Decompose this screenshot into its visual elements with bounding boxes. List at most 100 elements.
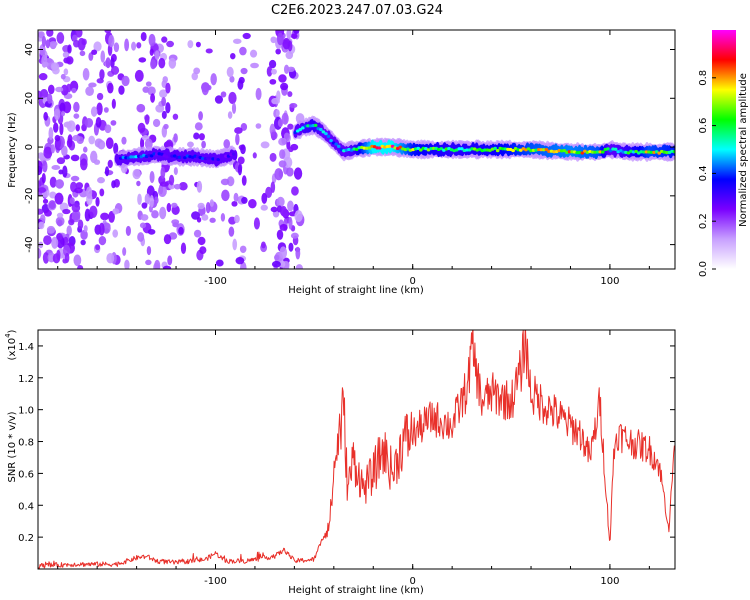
ridge-core xyxy=(149,154,154,158)
noise-blob xyxy=(201,214,209,221)
snr-series-line xyxy=(38,330,675,569)
spectrogram-x-label: Height of straight line (km) xyxy=(288,285,424,296)
noise-blob xyxy=(191,72,198,81)
noise-blob xyxy=(111,98,116,109)
noise-blob xyxy=(261,241,266,249)
ridge-core xyxy=(590,150,595,154)
noise-blob xyxy=(96,92,104,101)
noise-blob xyxy=(161,36,168,43)
noise-blob xyxy=(46,225,56,234)
noise-blob xyxy=(112,229,119,238)
noise-blob xyxy=(173,167,178,176)
noise-blob xyxy=(255,123,262,129)
noise-blob xyxy=(140,137,145,150)
noise-blob xyxy=(230,52,236,60)
noise-blob xyxy=(275,48,282,55)
noise-blob xyxy=(240,122,248,131)
noise-blob xyxy=(201,82,209,96)
colorbar: 0.0 0.2 0.4 0.6 0.8 Normalized spectral ampl… xyxy=(698,30,749,277)
snr-y-scale-exponent: 4 xyxy=(4,333,12,338)
ridge-core xyxy=(129,155,133,159)
noise-blob xyxy=(77,219,84,230)
ridge-core xyxy=(160,152,164,156)
noise-blob xyxy=(90,106,98,117)
noise-blob xyxy=(205,202,211,214)
noise-blob xyxy=(287,200,294,212)
noise-blob xyxy=(239,245,247,253)
ridge-core xyxy=(518,148,523,152)
noise-blob xyxy=(49,191,57,199)
noise-blob xyxy=(178,181,188,191)
noise-blob xyxy=(282,37,291,50)
noise-blob xyxy=(53,108,61,121)
noise-blob xyxy=(154,196,159,204)
ridge-core xyxy=(649,150,654,154)
noise-blob xyxy=(137,193,142,206)
noise-blob xyxy=(55,86,64,93)
noise-blob xyxy=(241,196,248,204)
noise-blob xyxy=(131,41,137,51)
noise-blob xyxy=(54,134,61,142)
noise-blob xyxy=(56,32,65,44)
noise-blob xyxy=(290,232,299,239)
noise-blob xyxy=(73,113,80,119)
noise-blob xyxy=(165,102,171,114)
noise-blob xyxy=(110,65,120,75)
noise-blob xyxy=(193,132,200,140)
noise-blob xyxy=(100,50,106,63)
ridge-core xyxy=(539,148,544,152)
noise-blob xyxy=(278,160,287,168)
noise-blob xyxy=(261,192,268,204)
ridge-core xyxy=(183,156,187,160)
noise-blob xyxy=(287,123,294,130)
noise-blob xyxy=(277,118,284,128)
noise-blob xyxy=(270,181,276,194)
noise-blob xyxy=(201,140,206,149)
noise-blob xyxy=(56,233,63,241)
noise-blob xyxy=(280,82,289,91)
noise-blob xyxy=(66,56,74,65)
ridge-core xyxy=(547,149,551,153)
snr-plot-area xyxy=(38,330,675,569)
noise-blob xyxy=(124,259,130,269)
noise-blob xyxy=(139,222,147,229)
noise-blob xyxy=(38,208,44,215)
noise-blob xyxy=(270,36,277,44)
ridge-core xyxy=(377,146,382,150)
noise-blob xyxy=(75,182,84,189)
noise-blob xyxy=(197,236,206,246)
noise-blob xyxy=(77,264,84,269)
noise-blob xyxy=(80,158,88,171)
noise-blob xyxy=(42,252,50,264)
noise-blob xyxy=(103,107,109,113)
y-tick-label: 1.0 xyxy=(18,406,34,417)
ridge-core xyxy=(575,151,579,155)
noise-blob xyxy=(82,146,88,153)
noise-blob xyxy=(113,42,120,53)
figure-title: C2E6.2023.247.07.03.G24 xyxy=(271,3,443,18)
ridge-core xyxy=(501,147,505,151)
snr-y-scale-prefix: (x10 xyxy=(7,338,18,361)
noise-blob xyxy=(99,188,105,197)
noise-blob xyxy=(75,124,80,132)
noise-blob xyxy=(50,144,56,154)
ridge-core xyxy=(221,156,226,160)
x-tick-label: 0 xyxy=(410,576,416,587)
noise-blob xyxy=(48,201,56,210)
ridge-core xyxy=(354,147,359,151)
noise-blob xyxy=(270,206,278,213)
noise-blob xyxy=(137,122,146,133)
spectrogram-x-ticks: -100 0 100 xyxy=(57,30,650,287)
ridge-core xyxy=(562,149,567,153)
noise-blob xyxy=(178,226,184,235)
ridge-core xyxy=(231,152,236,156)
noise-blob xyxy=(152,118,161,128)
noise-blob xyxy=(283,64,290,75)
ridge-core xyxy=(465,148,469,152)
ridge-core xyxy=(165,155,169,159)
ridge-band xyxy=(233,149,238,161)
noise-blob xyxy=(64,252,70,263)
y-tick-label: 0.6 xyxy=(18,469,34,480)
colorbar-label: Normalized spectral amplitude xyxy=(738,73,749,227)
noise-blob xyxy=(62,244,71,257)
